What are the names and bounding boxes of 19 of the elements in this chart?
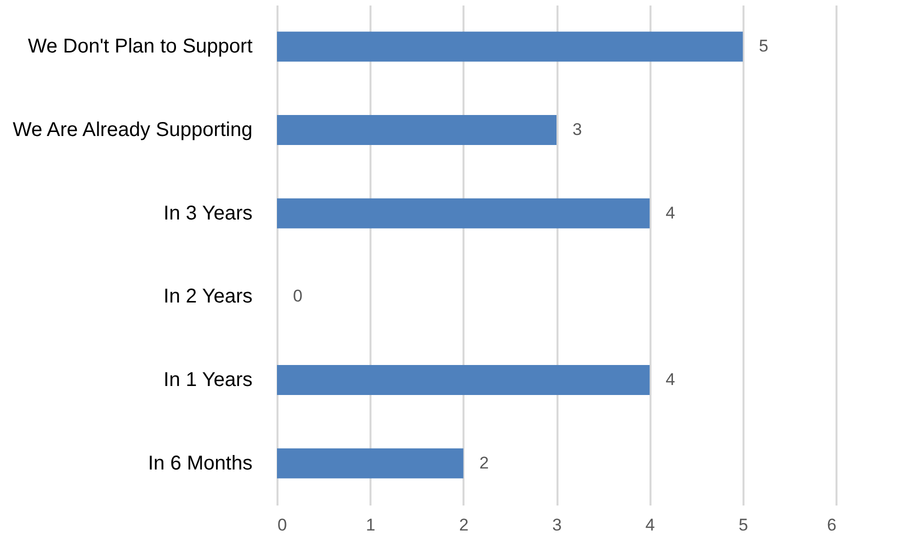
data-label: 5	[758, 36, 768, 56]
data-label: 4	[666, 203, 676, 222]
x-tick-label: 6	[827, 516, 836, 534]
data-label: 3	[572, 120, 582, 139]
data-label: 2	[479, 453, 489, 472]
y-tick-label: We Are Already Supporting	[12, 119, 252, 141]
y-tick-label: In 3 Years	[164, 202, 252, 224]
x-tick-label: 5	[738, 516, 748, 534]
y-tick-label: We Don't Plan to Support	[28, 36, 253, 58]
data-label: 0	[293, 286, 302, 306]
y-tick-label: In 1 Years	[164, 369, 252, 391]
y-tick-label: In 2 Years	[164, 286, 252, 308]
x-tick-label: 1	[366, 516, 376, 534]
data-label: 4	[666, 370, 676, 389]
x-tick-label: 4	[645, 516, 655, 534]
x-tick-label: 3	[552, 516, 562, 534]
x-tick-label: 0	[278, 516, 287, 534]
y-tick-label: In 6 Months	[148, 452, 252, 474]
x-tick-label: 2	[459, 516, 469, 534]
